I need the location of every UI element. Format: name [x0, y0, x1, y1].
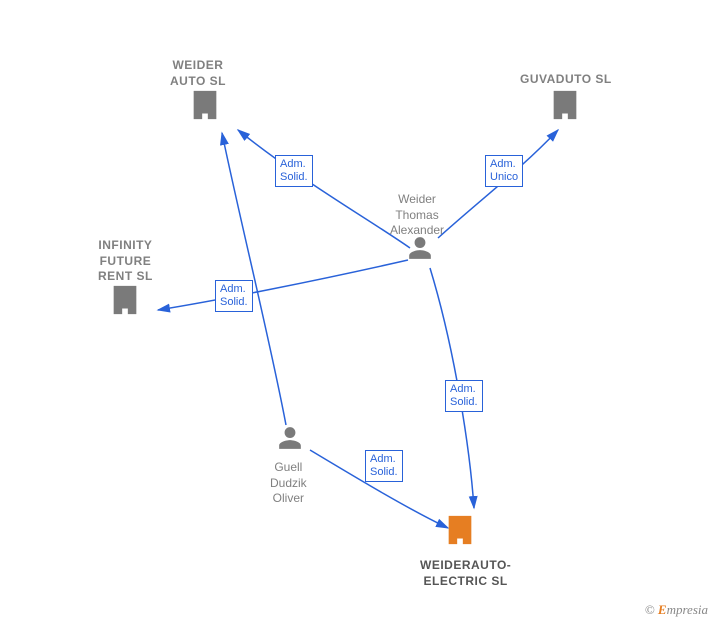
company-label: GUVADUTO SL	[520, 72, 612, 88]
building-icon	[108, 283, 142, 317]
person-icon	[407, 235, 433, 261]
edge-label: Adm.Solid.	[365, 450, 403, 482]
person-label: GuellDudzikOliver	[270, 460, 307, 507]
building-icon	[188, 88, 222, 122]
company-node-weider_auto[interactable]	[188, 88, 222, 127]
company-node-infinity[interactable]	[108, 283, 142, 322]
company-label: WEIDERAUTO SL	[170, 58, 226, 89]
person-label: WeiderThomasAlexander	[390, 192, 444, 239]
edge	[238, 130, 410, 248]
person-icon	[277, 425, 303, 451]
copyright-label: © Empresia	[645, 602, 708, 618]
building-icon	[443, 513, 477, 547]
edge-label: Adm.Unico	[485, 155, 523, 187]
company-label: WEIDERAUTO-ELECTRIC SL	[420, 558, 511, 589]
company-node-guvaduto[interactable]	[548, 88, 582, 127]
edge-label: Adm.Solid.	[215, 280, 253, 312]
company-node-weiderauto_electric[interactable]	[443, 513, 477, 552]
edge-label: Adm.Solid.	[275, 155, 313, 187]
edge-label: Adm.Solid.	[445, 380, 483, 412]
edge	[158, 260, 408, 310]
person-node-weider_thomas[interactable]	[407, 235, 433, 266]
building-icon	[548, 88, 582, 122]
company-label: INFINITYFUTURERENT SL	[98, 238, 153, 285]
person-node-guell[interactable]	[277, 425, 303, 456]
